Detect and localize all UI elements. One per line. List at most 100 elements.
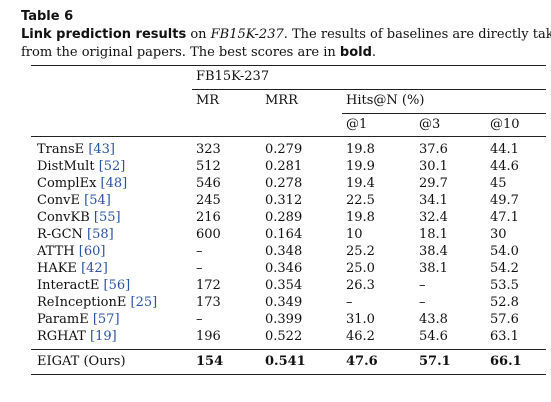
hits1-cell: 19.4	[346, 176, 375, 191]
model-cell: ParamE [57]	[37, 312, 120, 328]
caption-text-1: on	[186, 27, 211, 42]
hits3-cell: 30.1	[419, 159, 448, 174]
citation-link[interactable]: [56]	[103, 278, 131, 293]
table-row: ConvKB [55] 216 0.289 19.8 32.4 47.1	[0, 210, 551, 226]
hits-rule	[342, 113, 546, 114]
hits3-cell: 34.1	[419, 193, 448, 208]
hits10-cell: 44.6	[490, 159, 519, 174]
mr-cell: –	[196, 244, 203, 259]
mrr-cell: 0.279	[265, 142, 303, 157]
hits10-cell: 63.1	[490, 329, 519, 344]
hits1-cell: –	[346, 295, 353, 310]
citation-link[interactable]: [54]	[84, 193, 111, 208]
header-dataset: FB15K-237	[196, 69, 270, 84]
hits10-cell: 49.7	[490, 193, 519, 208]
mrr-cell: 0.354	[265, 278, 303, 293]
mr-cell: 546	[196, 176, 221, 191]
hits1-cell: 25.0	[346, 261, 375, 276]
header-h1: @1	[346, 117, 368, 132]
ours-model-name: EIGAT (Ours)	[37, 354, 126, 369]
dataset-rule	[192, 89, 546, 90]
citation-link[interactable]: [43]	[88, 142, 115, 157]
model-name: InteractE	[37, 278, 100, 293]
header-mr: MR	[196, 93, 220, 108]
ours-hits3-cell: 57.1	[419, 354, 451, 369]
citation-link[interactable]: [57]	[92, 312, 120, 327]
ours-rule	[31, 349, 546, 350]
hits10-cell: 30	[490, 227, 507, 242]
model-cell: InteractE [56]	[37, 278, 130, 294]
citation-link[interactable]: [60]	[78, 244, 106, 259]
model-name: HAKE	[37, 261, 77, 276]
mrr-cell: 0.346	[265, 261, 303, 276]
caption-line-2: from the original papers. The best score…	[21, 44, 546, 62]
caption-text-2: . The results of baselines are directly …	[283, 27, 551, 42]
table-row: ATTH [60] – 0.348 25.2 38.4 54.0	[0, 244, 551, 260]
hits10-cell: 47.1	[490, 210, 519, 225]
mrr-cell: 0.312	[265, 193, 303, 208]
hits1-cell: 46.2	[346, 329, 375, 344]
citation-link[interactable]: [48]	[100, 176, 128, 191]
table-row: ReInceptionE [25] 173 0.349 – – 52.8	[0, 295, 551, 311]
hits1-cell: 31.0	[346, 312, 375, 327]
mrr-cell: 0.278	[265, 176, 303, 191]
mrr-cell: 0.522	[265, 329, 303, 344]
header-mrr: MRR	[265, 93, 298, 108]
hits3-cell: 18.1	[419, 227, 448, 242]
citation-link[interactable]: [58]	[87, 227, 114, 242]
model-name: ConvKB	[37, 210, 90, 225]
hits3-cell: 43.8	[419, 312, 448, 327]
hits10-cell: 53.5	[490, 278, 519, 293]
bottom-rule	[31, 374, 546, 375]
table-row: TransE [43] 323 0.279 19.8 37.6 44.1	[0, 142, 551, 158]
mrr-cell: 0.348	[265, 244, 303, 259]
mr-cell: 323	[196, 142, 221, 157]
caption-dataset: FB15K-237	[210, 27, 284, 42]
citation-link[interactable]: [25]	[130, 295, 158, 310]
table-row: InteractE [56] 172 0.354 26.3 – 53.5	[0, 278, 551, 294]
table-row: R-GCN [58] 600 0.164 10 18.1 30	[0, 227, 551, 243]
caption-line2-a: from the original papers. The best score…	[21, 45, 340, 60]
model-cell: TransE [43]	[37, 142, 115, 158]
model-cell: RGHAT [19]	[37, 329, 117, 345]
hits1-cell: 19.9	[346, 159, 375, 174]
model-name: DistMult	[37, 159, 95, 174]
hits1-cell: 26.3	[346, 278, 375, 293]
hits10-cell: 57.6	[490, 312, 519, 327]
hits3-cell: 54.6	[419, 329, 448, 344]
hits3-cell: –	[419, 295, 426, 310]
header-hits: Hits@N (%)	[346, 93, 425, 108]
caption-bold-lead: Link prediction results	[21, 27, 187, 42]
hits3-cell: 37.6	[419, 142, 448, 157]
hits10-cell: 54.2	[490, 261, 519, 276]
model-cell: R-GCN [58]	[37, 227, 114, 243]
hits1-cell: 19.8	[346, 142, 375, 157]
hits3-cell: 32.4	[419, 210, 448, 225]
table-row: HAKE [42] – 0.346 25.0 38.1 54.2	[0, 261, 551, 277]
table-row: RGHAT [19] 196 0.522 46.2 54.6 63.1	[0, 329, 551, 345]
model-cell: HAKE [42]	[37, 261, 108, 277]
mr-cell: 196	[196, 329, 221, 344]
mrr-cell: 0.289	[265, 210, 303, 225]
hits3-cell: 29.7	[419, 176, 448, 191]
ours-row: EIGAT (Ours) 154 0.541 47.6 57.1 66.1	[0, 354, 551, 370]
citation-link[interactable]: [42]	[81, 261, 108, 276]
citation-link[interactable]: [19]	[90, 329, 117, 344]
citation-link[interactable]: [55]	[93, 210, 121, 225]
model-cell: ComplEx [48]	[37, 176, 127, 192]
table-caption: Table 6 Link prediction results on FB15K…	[21, 8, 551, 62]
citation-link[interactable]: [52]	[98, 159, 126, 174]
hits3-cell: 38.1	[419, 261, 448, 276]
mr-cell: 600	[196, 227, 221, 242]
model-cell: ConvE [54]	[37, 193, 111, 209]
hits10-cell: 54.0	[490, 244, 519, 259]
mr-cell: –	[196, 261, 203, 276]
mrr-cell: 0.281	[265, 159, 303, 174]
mr-cell: –	[196, 312, 203, 327]
model-cell: ReInceptionE [25]	[37, 295, 157, 311]
hits1-cell: 10	[346, 227, 363, 242]
table-label: Table 6	[21, 9, 74, 24]
table-row: DistMult [52] 512 0.281 19.9 30.1 44.6	[0, 159, 551, 175]
mr-cell: 172	[196, 278, 221, 293]
ours-hits10-cell: 66.1	[490, 354, 522, 369]
